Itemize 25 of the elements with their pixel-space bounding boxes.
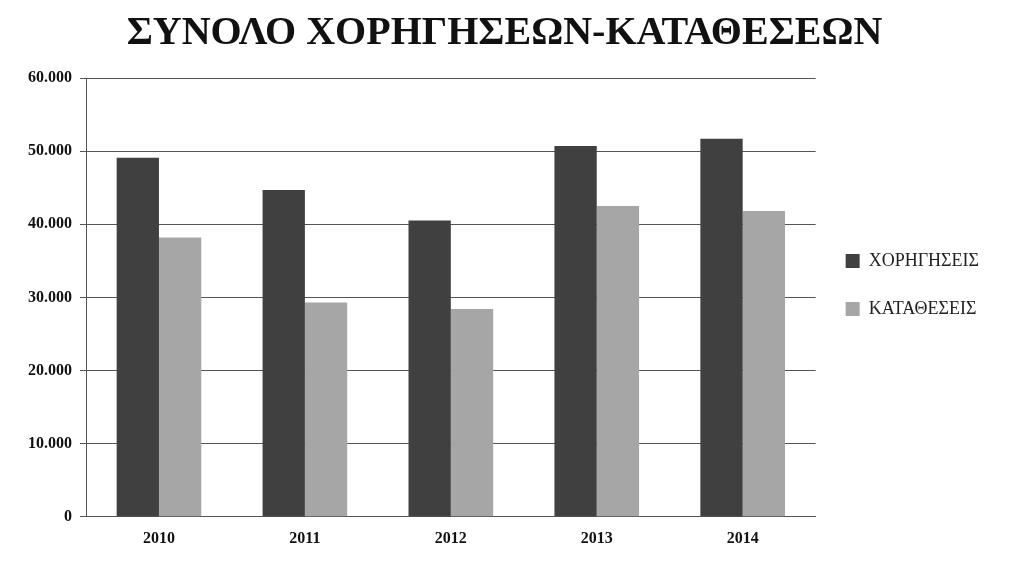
- x-tick-label: 2012: [434, 528, 467, 546]
- bar: [304, 302, 348, 517]
- bar: [742, 211, 785, 517]
- x-tick-label: 2011: [289, 528, 321, 546]
- legend-label: ΧΟΡΗΓΗΣΕΙΣ: [868, 249, 979, 270]
- x-tick-label: 2013: [580, 528, 613, 546]
- y-tick-label: 0: [64, 506, 72, 524]
- y-tick-label: 60.000: [28, 68, 72, 86]
- x-tick-label: 2014: [726, 528, 759, 546]
- bar: [262, 189, 305, 517]
- legend-label: ΚΑΤΑΘΕΣΕΙΣ: [868, 297, 977, 318]
- bar: [450, 309, 494, 517]
- bar: [596, 205, 640, 517]
- y-tick-label: 40.000: [28, 214, 72, 232]
- bar: [554, 146, 597, 517]
- y-tick-label: 30.000: [28, 287, 72, 305]
- y-tick-label: 10.000: [28, 433, 72, 451]
- y-tick-label: 50.000: [28, 141, 72, 159]
- bar: [700, 138, 743, 517]
- bar: [408, 220, 451, 517]
- x-tick-label: 2010: [142, 528, 175, 546]
- bar: [158, 237, 202, 517]
- y-tick-label: 20.000: [28, 360, 72, 378]
- bar: [116, 157, 159, 517]
- chart-title: ΣΥΝΟΛΟ ΧΟΡΗΓΗΣΕΩΝ-ΚΑΤΑΘΕΣΕΩΝ: [126, 8, 883, 54]
